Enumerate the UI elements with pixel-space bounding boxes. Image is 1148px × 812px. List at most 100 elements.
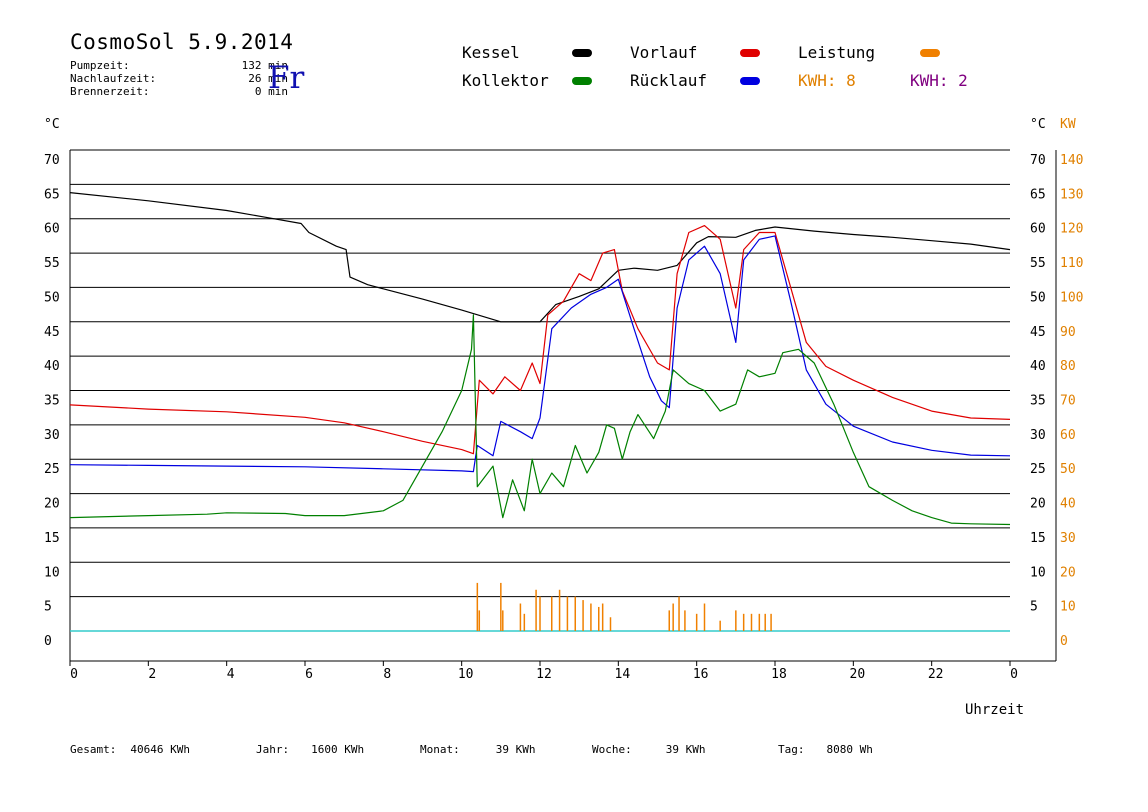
y-tick-label-right-kw: 20	[1060, 565, 1076, 580]
stat-label: Nachlaufzeit:	[70, 72, 157, 85]
right-axis-unit-kw: KW	[1060, 117, 1076, 132]
y-tick-label-right-kw: 90	[1060, 325, 1076, 340]
footer-label: Jahr:	[256, 743, 290, 756]
y-tick-label-right-kw: 10	[1060, 600, 1076, 615]
right-axis-unit-c: °C	[1030, 117, 1046, 132]
series-line-kollektor	[69, 314, 1011, 526]
y-tick-label-right-kw: 140	[1060, 153, 1083, 168]
y-tick-label-right-kw: 130	[1060, 187, 1083, 202]
y-tick-label-left: 35	[44, 394, 60, 409]
series-line-ruecklauf	[69, 235, 1011, 473]
x-tick-label: 10	[458, 667, 474, 682]
y-tick-label-right-kw: 80	[1060, 359, 1076, 374]
y-tick-label-right-c: 15	[1030, 531, 1046, 546]
x-tick-label: 0	[70, 667, 78, 682]
x-tick-label: 12	[536, 667, 552, 682]
legend-swatch-kollektor	[572, 77, 592, 85]
legend-swatch-kessel	[572, 49, 592, 57]
y-tick-label-right-c: 55	[1030, 256, 1046, 271]
y-tick-label-right-c: 50	[1030, 290, 1046, 305]
y-tick-label-right-c: 60	[1030, 222, 1046, 237]
x-tick-label: 14	[615, 667, 631, 682]
footer-value: 8080 Wh	[826, 743, 873, 756]
stat-value: 0 min	[254, 85, 288, 98]
y-tick-label-left: 40	[44, 359, 60, 374]
x-tick-label: 20	[850, 667, 866, 682]
left-axis-unit: °C	[44, 117, 60, 132]
footer-woche: Woche: 39 KWh	[592, 743, 706, 756]
y-tick-label-right-kw: 110	[1060, 256, 1083, 271]
legend-label-kollektor: Kollektor	[462, 71, 549, 90]
footer-tag: Tag: 8080 Wh	[778, 743, 873, 756]
y-tick-label-left: 70	[44, 153, 60, 168]
legend-swatch-ruecklauf	[740, 77, 760, 85]
series-line-kessel	[69, 192, 1011, 323]
y-tick-label-left: 5	[44, 600, 52, 615]
legend-label-kessel: Kessel	[462, 43, 520, 62]
footer-label: Woche:	[592, 743, 632, 756]
footer-jahr: Jahr: 1600 KWh	[256, 743, 364, 756]
footer-value: 1600 KWh	[311, 743, 365, 756]
page-title: CosmoSol 5.9.2014	[70, 30, 294, 54]
legend-label-leistung: Leistung	[798, 43, 876, 62]
stat-nachlaufzeit: Nachlaufzeit: 26 min	[70, 72, 288, 85]
y-tick-label-right-c: 10	[1030, 565, 1046, 580]
x-tick-label: 8	[383, 667, 391, 682]
series-line-vorlauf	[69, 225, 1011, 455]
y-tick-label-right-c: 40	[1030, 359, 1046, 374]
legend-label-vorlauf: Vorlauf	[630, 43, 698, 62]
stat-value: 132 min	[241, 59, 288, 72]
footer-label: Gesamt:	[70, 743, 117, 756]
x-tick-label: 22	[928, 667, 944, 682]
y-tick-label-right-kw: 70	[1060, 394, 1076, 409]
y-tick-label-right-kw: 120	[1060, 222, 1083, 237]
footer-monat: Monat: 39 KWh	[420, 743, 536, 756]
y-tick-label-right-kw: 0	[1060, 634, 1068, 649]
footer-label: Monat:	[420, 743, 460, 756]
legend-label-ruecklauf: Rücklauf	[630, 71, 708, 90]
x-axis-label: Uhrzeit	[965, 702, 1025, 718]
y-tick-label-left: 65	[44, 187, 60, 202]
footer-gesamt: Gesamt: 40646 KWh	[70, 743, 190, 756]
y-tick-label-right-kw: 40	[1060, 497, 1076, 512]
y-tick-label-right-kw: 60	[1060, 428, 1076, 443]
stat-pumpzeit: Pumpzeit: 132 min	[70, 59, 288, 72]
footer-label: Tag:	[778, 743, 805, 756]
y-tick-label-left: 10	[44, 565, 60, 580]
y-tick-label-left: 45	[44, 325, 60, 340]
y-tick-label-left: 25	[44, 462, 60, 477]
x-tick-label: 16	[693, 667, 709, 682]
y-tick-label-right-kw: 30	[1060, 531, 1076, 546]
x-tick-label: 6	[305, 667, 313, 682]
footer-value: 39 KWh	[495, 743, 536, 756]
kwh-secondary: KWH: 2	[910, 71, 968, 90]
x-tick-label: 0	[1010, 667, 1018, 682]
footer-value: 39 KWh	[665, 743, 706, 756]
weekday-label: Fr	[268, 60, 305, 96]
y-tick-label-right-c: 35	[1030, 394, 1046, 409]
y-tick-label-right-c: 30	[1030, 428, 1046, 443]
y-tick-label-right-c: 70	[1030, 153, 1046, 168]
y-tick-label-left: 0	[44, 634, 52, 649]
y-tick-label-right-c: 45	[1030, 325, 1046, 340]
y-tick-label-left: 30	[44, 428, 60, 443]
stat-label: Brennerzeit:	[70, 85, 150, 98]
y-tick-label-left: 50	[44, 290, 60, 305]
y-tick-label-right-c: 25	[1030, 462, 1046, 477]
stat-label: Pumpzeit:	[70, 59, 130, 72]
y-tick-label-right-c: 5	[1030, 600, 1038, 615]
stat-value: 26 min	[248, 72, 288, 85]
x-tick-label: 2	[148, 667, 156, 682]
y-tick-label-right-kw: 50	[1060, 462, 1076, 477]
y-tick-label-right-kw: 100	[1060, 290, 1083, 305]
legend-swatch-leistung	[920, 49, 940, 57]
footer-value: 40646 KWh	[130, 743, 190, 756]
kwh-leistung: KWH: 8	[798, 71, 856, 90]
y-tick-label-left: 20	[44, 497, 60, 512]
x-tick-label: 4	[227, 667, 235, 682]
y-tick-label-right-c: 65	[1030, 187, 1046, 202]
x-tick-label: 18	[771, 667, 787, 682]
y-tick-label-right-c: 20	[1030, 497, 1046, 512]
y-tick-label-left: 15	[44, 531, 60, 546]
